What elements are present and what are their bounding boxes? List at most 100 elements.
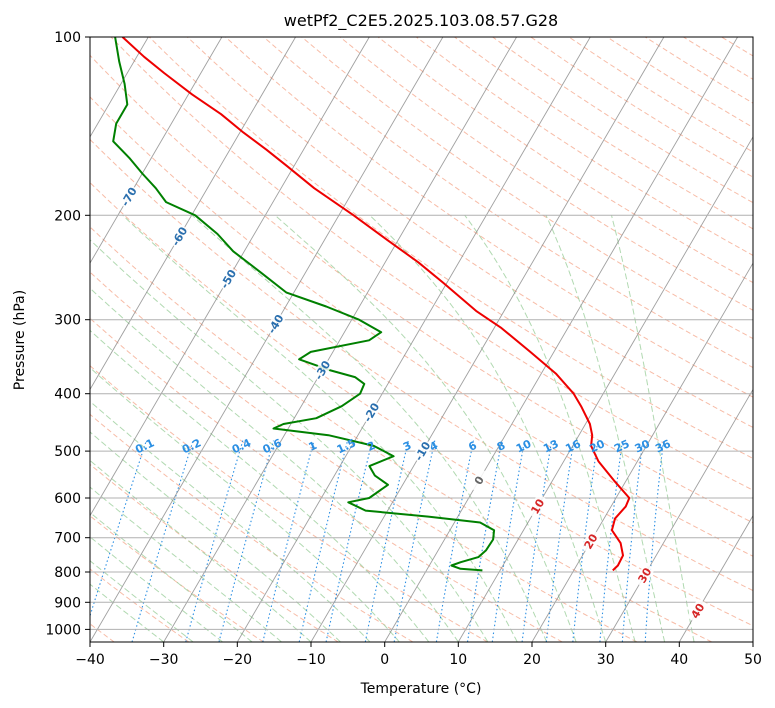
isotherm-label-bg <box>264 311 287 337</box>
isotherm-label-bg <box>686 598 709 624</box>
y-tick-label: 200 <box>54 208 81 224</box>
y-tick-label: 700 <box>54 531 81 547</box>
mixing-ratio-line <box>262 440 315 642</box>
isotherm-line <box>0 37 1 642</box>
dry-adiabat-line <box>90 271 638 642</box>
moist-adiabat-line <box>90 329 430 642</box>
x-tick-label: −40 <box>75 652 105 668</box>
plot-background <box>90 37 753 642</box>
mixing-ratio-line <box>572 440 599 642</box>
mixing-ratio-line <box>185 440 244 642</box>
y-tick-label: 1000 <box>45 622 81 638</box>
mixing-ratio-label: 13 <box>541 437 560 455</box>
moist-adiabat-line <box>369 214 607 642</box>
y-tick-label: 100 <box>54 30 81 46</box>
x-tick-label: 50 <box>744 652 762 668</box>
moist-adiabat-line <box>90 511 253 642</box>
isotherms <box>0 37 753 642</box>
mixing-ratio-line <box>435 440 475 642</box>
moist-adiabat-line <box>90 431 341 642</box>
isotherm-label-bg <box>168 223 191 249</box>
mixing-ratio-line <box>298 440 349 642</box>
x-tick-label: 10 <box>449 652 467 668</box>
mixing-ratio-line <box>90 440 147 618</box>
y-tick-label: 600 <box>54 491 81 507</box>
profile-series <box>112 37 631 572</box>
dry-adiabat-line <box>225 37 753 398</box>
isotherm-label: -80 <box>67 148 88 172</box>
mixing-ratio-labels: 0.1 0.2 0.4 0.6 1 1.5 2 3 4 6 8 10 13 16 20 25 30 36 <box>133 436 673 456</box>
mixing-ratio-label: 16 <box>563 437 583 455</box>
x-tick-label: 0 <box>380 652 389 668</box>
isotherm-label-bg <box>411 438 434 464</box>
mixing-ratio-line <box>131 440 194 642</box>
isotherm-line <box>90 37 444 642</box>
isotherm-line <box>236 37 591 642</box>
dry-adiabat-line <box>110 37 753 491</box>
mixing-ratio-line <box>364 440 409 642</box>
y-tick-label: 500 <box>54 444 81 460</box>
isotherm-label-bg <box>66 147 87 172</box>
x-tick-label: −20 <box>223 652 253 668</box>
mixing-ratio-label: 36 <box>653 437 673 455</box>
dry-adiabat-line <box>90 413 414 642</box>
moist-adiabats <box>90 214 695 642</box>
x-tick-label: −10 <box>296 652 326 668</box>
y-axis-ticks: 100 200 300 400 500 600 700 800 900 1000 <box>45 30 90 638</box>
moist-adiabat-line <box>122 214 518 642</box>
dry-adiabat-line <box>90 515 264 642</box>
moist-adiabat-line <box>611 215 695 642</box>
y-tick-label: 900 <box>54 595 81 611</box>
mixing-ratio-label: 20 <box>588 437 608 455</box>
dry-adiabat-line <box>90 226 712 642</box>
plot-frame <box>89 36 754 643</box>
isotherm-line <box>310 37 665 642</box>
isotherm-line <box>752 641 753 642</box>
isotherm-label-bg <box>118 184 140 210</box>
mixing-ratio-line <box>644 440 665 642</box>
moist-adiabat-line <box>90 367 400 642</box>
mixing-ratio-label: 10 <box>514 437 534 455</box>
x-axis-ticks: −40 −30 −20 −10 0 10 20 30 40 50 <box>75 642 762 668</box>
dry-adiabat-line <box>90 54 753 524</box>
dry-adiabat-line <box>187 37 753 428</box>
mixing-ratio-line <box>599 440 623 642</box>
isotherm-line <box>605 388 753 642</box>
mixing-ratio-line <box>521 440 553 642</box>
x-tick-label: 20 <box>523 652 541 668</box>
isotherm-label-bg <box>217 266 239 292</box>
mixing-ratio-line <box>218 440 275 642</box>
moist-adiabat-line <box>90 459 312 642</box>
y-tick-label: 300 <box>54 313 81 329</box>
dry-adiabat-line <box>263 37 753 369</box>
y-tick-label: 800 <box>54 565 81 581</box>
isotherm-label-bg <box>526 493 549 519</box>
x-axis-title: Temperature (°C) <box>360 681 482 697</box>
mixing-ratio-line <box>621 440 644 642</box>
moist-adiabat-line <box>545 215 666 642</box>
dewpoint-line <box>112 37 496 572</box>
moist-adiabat-line <box>90 400 371 642</box>
isotherm-label-bg <box>12 113 33 138</box>
dry-adiabat-line <box>90 317 563 642</box>
isotherm-label: -90 <box>13 113 34 137</box>
isotherm-line <box>678 514 753 642</box>
moist-adiabat-line <box>191 214 548 642</box>
moist-adiabat-line <box>274 214 577 642</box>
isotherm-label-bg <box>311 357 334 383</box>
temperature-line <box>121 37 631 572</box>
isotherm-line <box>90 37 296 391</box>
mixing-ratio-line <box>466 440 503 642</box>
chart-title: wetPf2_C2E5.2025.103.08.57.G28 <box>284 11 558 31</box>
isotherm-label-bg <box>468 467 490 493</box>
x-tick-label: 40 <box>670 652 688 668</box>
isotherm-label-bg <box>633 562 656 588</box>
dry-adiabat-line <box>760 37 775 642</box>
isotherm-line <box>163 37 517 642</box>
moist-adiabat-line <box>90 287 459 642</box>
mixing-ratio-line <box>325 440 373 642</box>
x-tick-label: −30 <box>149 652 179 668</box>
x-tick-label: 30 <box>597 652 615 668</box>
dry-adiabat-line <box>377 37 753 284</box>
